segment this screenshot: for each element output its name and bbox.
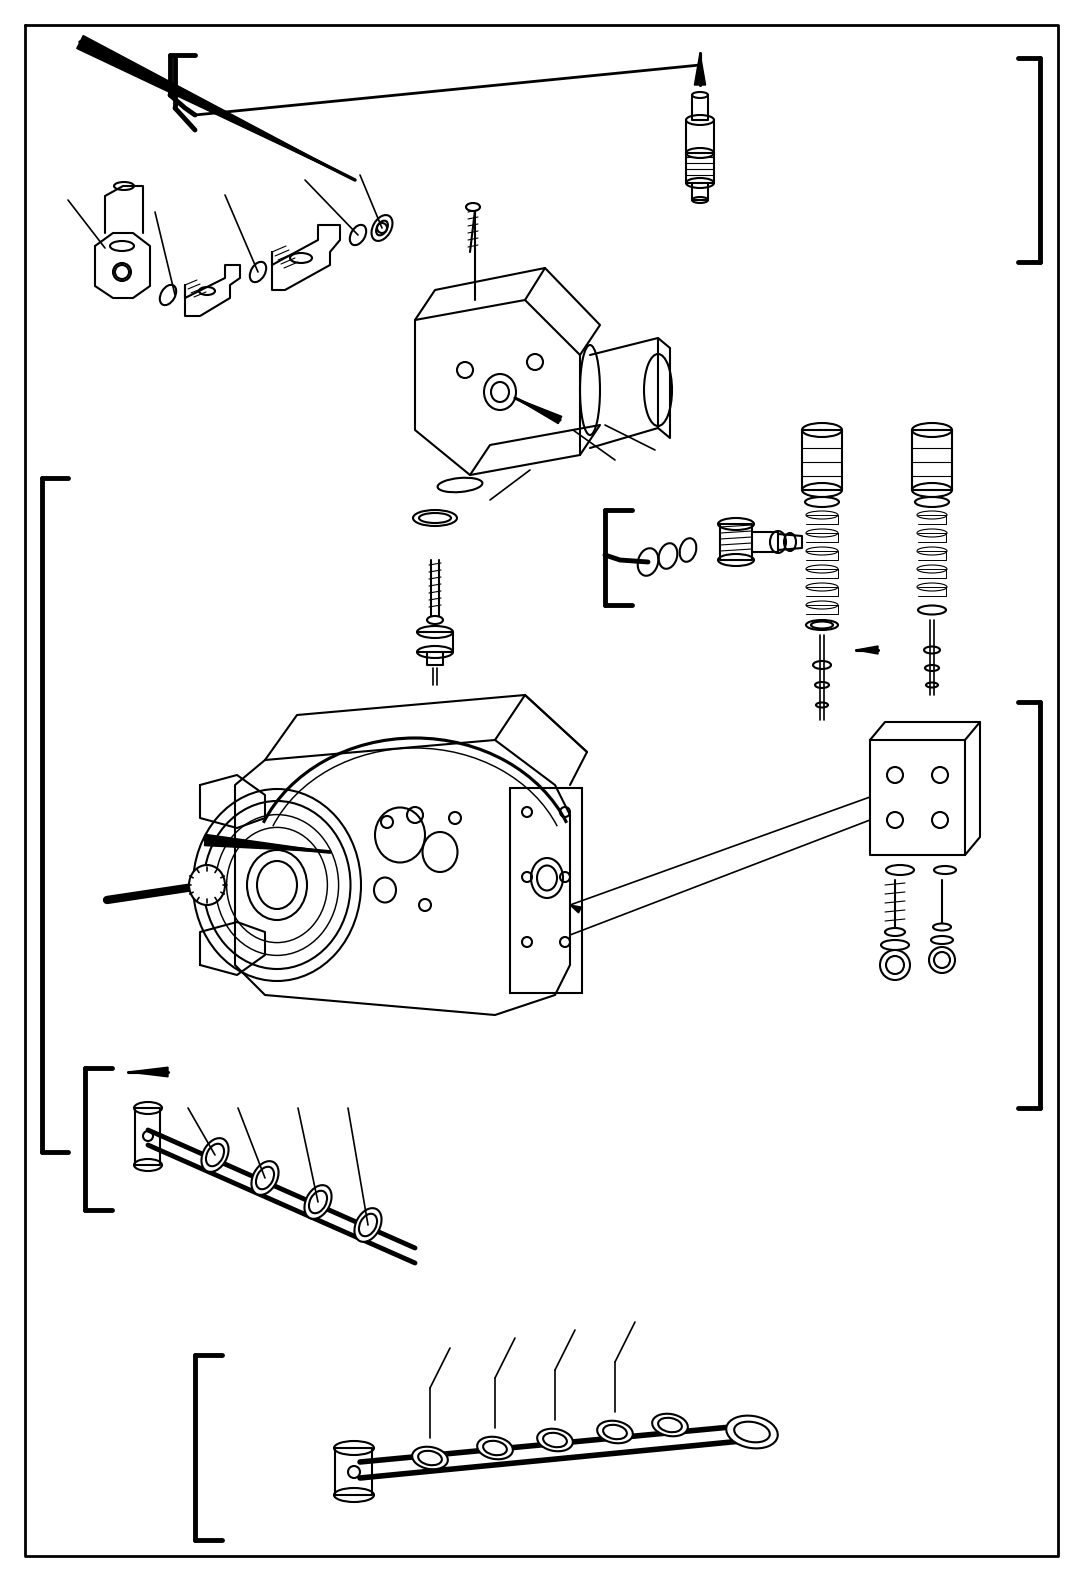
Bar [510, 787, 582, 993]
Polygon shape [856, 647, 878, 655]
Ellipse shape [652, 1413, 688, 1436]
Polygon shape [128, 1067, 168, 1077]
Ellipse shape [932, 923, 951, 931]
Ellipse shape [478, 1437, 513, 1459]
Ellipse shape [885, 928, 905, 936]
Polygon shape [77, 35, 355, 180]
Polygon shape [516, 398, 562, 424]
Ellipse shape [201, 1138, 229, 1172]
Polygon shape [205, 835, 330, 852]
Ellipse shape [727, 1415, 778, 1448]
Ellipse shape [918, 606, 945, 615]
Ellipse shape [466, 202, 480, 210]
Ellipse shape [251, 1160, 278, 1195]
Ellipse shape [931, 936, 953, 944]
Ellipse shape [413, 1447, 448, 1469]
Polygon shape [694, 54, 706, 85]
Ellipse shape [304, 1186, 331, 1219]
Ellipse shape [880, 950, 910, 980]
Ellipse shape [190, 865, 225, 904]
Ellipse shape [806, 620, 838, 629]
Ellipse shape [597, 1421, 632, 1443]
Polygon shape [570, 904, 582, 912]
Ellipse shape [354, 1208, 381, 1241]
Ellipse shape [880, 941, 909, 950]
Ellipse shape [427, 617, 443, 624]
Ellipse shape [537, 1429, 573, 1451]
Ellipse shape [929, 947, 955, 972]
